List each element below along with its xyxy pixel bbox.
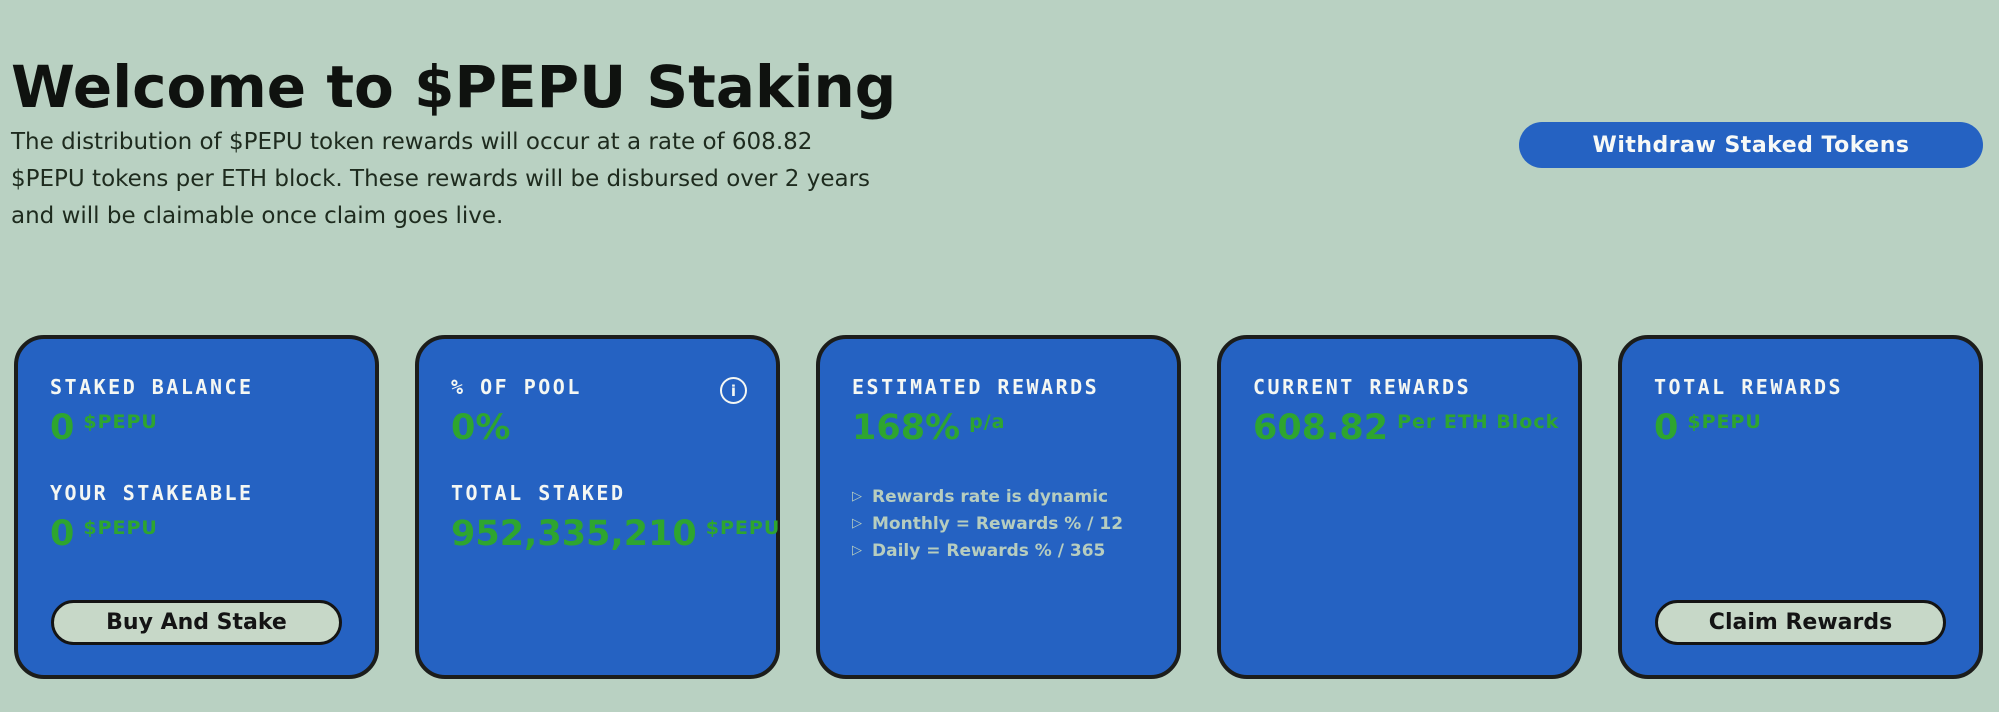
note-text: Rewards rate is dynamic: [872, 487, 1109, 507]
rewards-notes-list: ▷ Rewards rate is dynamic ▷ Monthly = Re…: [852, 484, 1145, 565]
total-rewards-label: TOTAL REWARDS: [1654, 375, 1844, 399]
description-line: The distribution of $PEPU token rewards …: [11, 129, 813, 155]
withdraw-staked-tokens-button[interactable]: Withdraw Staked Tokens: [1519, 122, 1983, 168]
info-icon[interactable]: i: [720, 377, 747, 404]
note-text: Monthly = Rewards % / 12: [872, 514, 1124, 534]
value-unit: p/a: [969, 411, 1006, 433]
value-unit: $PEPU: [705, 517, 781, 539]
pool-share-label: % OF POOL: [451, 375, 582, 399]
value-number: 0: [50, 514, 75, 554]
card-estimated-rewards: ESTIMATED REWARDS 168% p/a ▷ Rewards rate…: [816, 335, 1181, 679]
description-line: and will be claimable once claim goes li…: [11, 203, 504, 229]
description-line: $PEPU tokens per ETH block. These reward…: [11, 166, 871, 192]
value-number: 608.82: [1253, 408, 1389, 448]
value-number: 168%: [852, 408, 961, 448]
value-unit: $PEPU: [1687, 411, 1762, 433]
list-item: ▷ Daily = Rewards % / 365: [852, 538, 1145, 565]
page-description: The distribution of $PEPU token rewards …: [11, 124, 870, 235]
card-pool-share: i % OF POOL 0% TOTAL STAKED 952,335,210 $…: [415, 335, 780, 679]
your-stakeable-section: YOUR STAKEABLE 0 $PEPU: [50, 481, 343, 554]
value-number: 0%: [451, 408, 511, 448]
page-title: Welcome to $PEPU Staking: [11, 52, 897, 121]
triangle-bullet-icon: ▷: [852, 543, 862, 558]
pool-share-section: % OF POOL 0%: [451, 375, 744, 448]
list-item: ▷ Rewards rate is dynamic: [852, 484, 1145, 511]
your-stakeable-value: 0 $PEPU: [50, 514, 343, 554]
total-staked-label: TOTAL STAKED: [451, 481, 626, 505]
card-staked-balance: STAKED BALANCE 0 $PEPU YOUR STAKEABLE 0 $P…: [14, 335, 379, 679]
total-staked-section: TOTAL STAKED 952,335,210 $PEPU: [451, 481, 779, 554]
value-unit: Per ETH Block: [1397, 411, 1560, 433]
value-number: 0: [50, 408, 75, 448]
total-staked-value: 952,335,210 $PEPU: [451, 514, 779, 554]
stats-cards-row: STAKED BALANCE 0 $PEPU YOUR STAKEABLE 0 $P…: [14, 335, 1983, 679]
total-rewards-value: 0 $PEPU: [1654, 408, 1947, 448]
total-rewards-section: TOTAL REWARDS 0 $PEPU: [1654, 375, 1947, 448]
staked-balance-section: STAKED BALANCE 0 $PEPU: [50, 375, 343, 448]
staked-balance-value: 0 $PEPU: [50, 408, 343, 448]
pool-share-value: 0%: [451, 408, 744, 448]
your-stakeable-label: YOUR STAKEABLE: [50, 481, 254, 505]
card-current-rewards: CURRENT REWARDS 608.82 Per ETH Block: [1217, 335, 1582, 679]
estimated-rewards-value: 168% p/a: [852, 408, 1145, 448]
value-number: 952,335,210: [451, 514, 697, 554]
card-total-rewards: TOTAL REWARDS 0 $PEPU Claim Rewards: [1618, 335, 1983, 679]
list-item: ▷ Monthly = Rewards % / 12: [852, 511, 1145, 538]
triangle-bullet-icon: ▷: [852, 516, 862, 531]
current-rewards-label: CURRENT REWARDS: [1253, 375, 1472, 399]
staked-balance-label: STAKED BALANCE: [50, 375, 254, 399]
estimated-rewards-label: ESTIMATED REWARDS: [852, 375, 1100, 399]
current-rewards-value: 608.82 Per ETH Block: [1253, 408, 1558, 448]
value-unit: $PEPU: [83, 517, 158, 539]
claim-rewards-button[interactable]: Claim Rewards: [1655, 600, 1946, 645]
value-unit: $PEPU: [83, 411, 158, 433]
triangle-bullet-icon: ▷: [852, 489, 862, 504]
buy-and-stake-button[interactable]: Buy And Stake: [51, 600, 342, 645]
estimated-rewards-section: ESTIMATED REWARDS 168% p/a: [852, 375, 1145, 448]
value-number: 0: [1654, 408, 1679, 448]
note-text: Daily = Rewards % / 365: [872, 541, 1106, 561]
current-rewards-section: CURRENT REWARDS 608.82 Per ETH Block: [1253, 375, 1558, 448]
